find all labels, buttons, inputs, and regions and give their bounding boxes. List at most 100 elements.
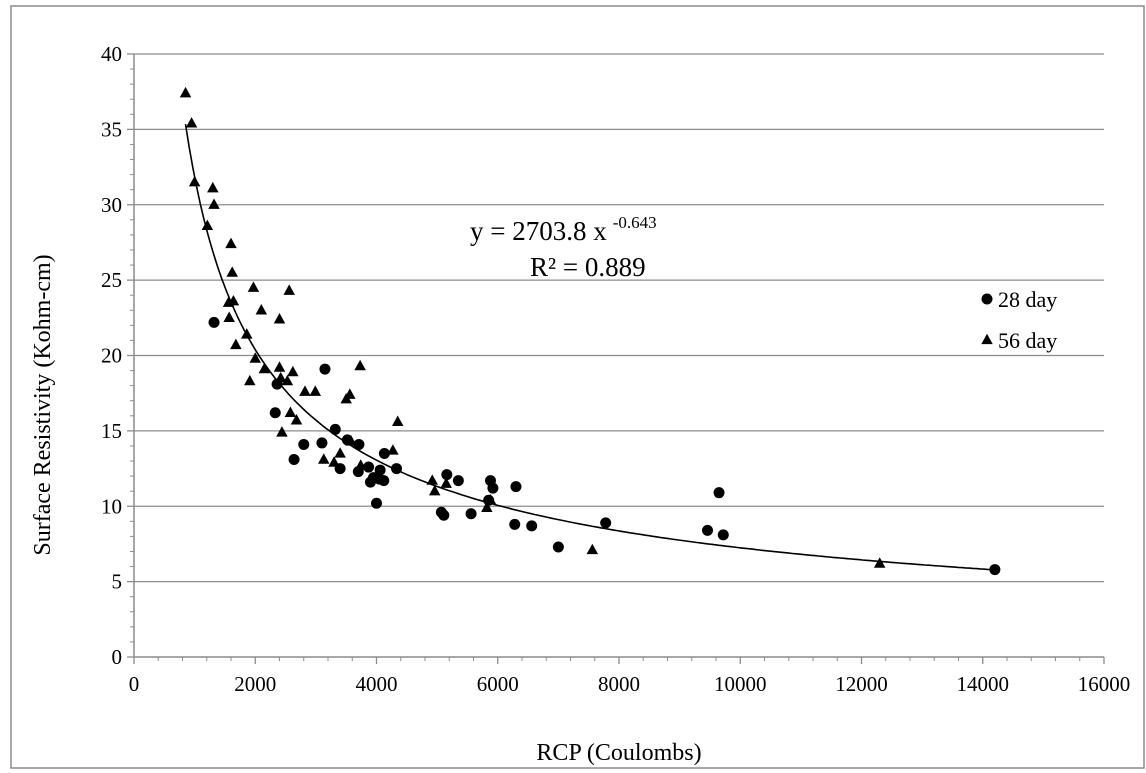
data-point-triangle	[344, 388, 356, 399]
data-point-triangle	[426, 474, 439, 485]
data-point-triangle	[318, 453, 330, 464]
data-points	[179, 86, 1001, 576]
x-tick-label: 2000	[234, 672, 276, 696]
data-point-triangle	[247, 281, 260, 292]
data-point-circle	[363, 461, 375, 473]
data-point-triangle	[258, 362, 271, 374]
data-point-triangle	[328, 456, 340, 467]
data-point-triangle	[290, 414, 303, 425]
data-point-triangle	[309, 385, 322, 396]
y-tick-label: 0	[112, 645, 123, 669]
data-point-circle	[329, 423, 341, 435]
data-point-circle	[316, 437, 328, 449]
data-point-circle	[353, 438, 365, 450]
data-point-circle	[713, 487, 725, 499]
data-point-triangle	[354, 359, 366, 371]
x-tick-label: 16000	[1078, 672, 1131, 696]
data-point-triangle	[241, 328, 253, 339]
data-point-circle	[989, 564, 1001, 576]
data-point-triangle	[281, 374, 294, 386]
x-tick-label: 6000	[477, 672, 519, 696]
x-tick-label: 4000	[356, 672, 398, 696]
legend-marker-circle	[981, 293, 993, 305]
chart-border	[10, 5, 1145, 769]
data-point-triangle	[287, 365, 299, 377]
data-point-circle	[371, 497, 382, 509]
y-tick-label: 20	[101, 344, 122, 368]
data-point-triangle	[273, 361, 286, 372]
legend-label: 56 day	[998, 328, 1057, 353]
data-point-triangle	[249, 352, 261, 363]
data-point-triangle	[208, 198, 220, 209]
axes	[127, 53, 1105, 664]
y-tick-label: 5	[112, 570, 123, 594]
legend-marker-triangle	[981, 333, 993, 345]
x-tick-label: 8000	[598, 672, 640, 696]
y-tick-label: 40	[101, 42, 122, 66]
data-point-triangle	[227, 294, 240, 306]
data-point-triangle	[276, 426, 288, 437]
data-point-circle	[452, 475, 464, 487]
y-tick-label: 25	[101, 268, 122, 292]
data-point-triangle	[185, 117, 198, 128]
gridlines	[134, 53, 1104, 583]
data-point-triangle	[440, 477, 452, 488]
x-tick-label: 14000	[957, 672, 1010, 696]
data-point-triangle	[225, 237, 237, 249]
tick-labels: 0 5 10 15 20 25 30 35 40 0 2000 4000 6000 8000 10000 12…	[101, 42, 1130, 696]
y-tick-label: 15	[101, 419, 122, 443]
data-point-triangle	[255, 304, 268, 315]
x-tick-label: 10000	[714, 672, 767, 696]
y-tick-label: 35	[101, 117, 122, 141]
x-tick-label: 12000	[835, 672, 888, 696]
data-point-triangle	[334, 447, 346, 458]
data-point-circle	[441, 469, 453, 481]
data-point-triangle	[354, 459, 367, 470]
equation-main: y = 2703.8 x	[470, 216, 607, 246]
data-point-circle	[378, 447, 390, 459]
data-point-triangle	[283, 284, 295, 295]
data-point-triangle	[387, 444, 399, 455]
data-point-triangle	[201, 219, 214, 231]
data-point-triangle	[188, 175, 201, 187]
data-point-circle	[600, 517, 612, 529]
data-point-circle	[510, 481, 522, 493]
data-point-circle	[298, 438, 310, 450]
data-point-triangle	[299, 385, 311, 396]
equation-exponent: -0.643	[613, 213, 657, 232]
data-point-circle	[391, 463, 403, 475]
data-point-triangle	[223, 311, 235, 322]
data-point-circle	[269, 407, 281, 419]
data-point-circle	[487, 482, 499, 494]
y-axis-title: Surface Resistivity (Kohm-cm)	[30, 254, 56, 555]
data-point-triangle	[428, 484, 441, 496]
legend: 28 day 56 day	[981, 287, 1057, 353]
data-point-triangle	[273, 313, 286, 324]
data-point-circle	[208, 316, 220, 328]
data-point-circle	[702, 524, 714, 536]
x-tick-label: 0	[129, 672, 140, 696]
data-point-triangle	[873, 557, 886, 568]
y-tick-label: 10	[101, 494, 122, 518]
data-point-triangle	[207, 181, 219, 193]
x-axis-title: RCP (Coulombs)	[536, 740, 701, 766]
data-point-triangle	[345, 435, 357, 446]
data-point-triangle	[244, 374, 256, 386]
data-point-circle	[526, 520, 538, 532]
data-point-circle	[438, 509, 450, 521]
y-tick-label: 30	[101, 193, 122, 217]
data-point-circle	[465, 508, 477, 520]
data-point-triangle	[284, 406, 297, 417]
data-point-triangle	[179, 86, 192, 98]
trendline-r-squared: R² = 0.889	[530, 252, 646, 282]
data-point-triangle	[484, 493, 497, 505]
data-point-triangle	[230, 338, 242, 350]
data-point-circle	[552, 541, 564, 553]
data-point-circle	[374, 464, 386, 476]
data-point-triangle	[391, 415, 404, 427]
data-point-circle	[288, 454, 300, 466]
trendline-equation: y = 2703.8 x -0.643	[470, 213, 657, 246]
data-point-circle	[509, 518, 521, 530]
trendline	[184, 123, 995, 571]
